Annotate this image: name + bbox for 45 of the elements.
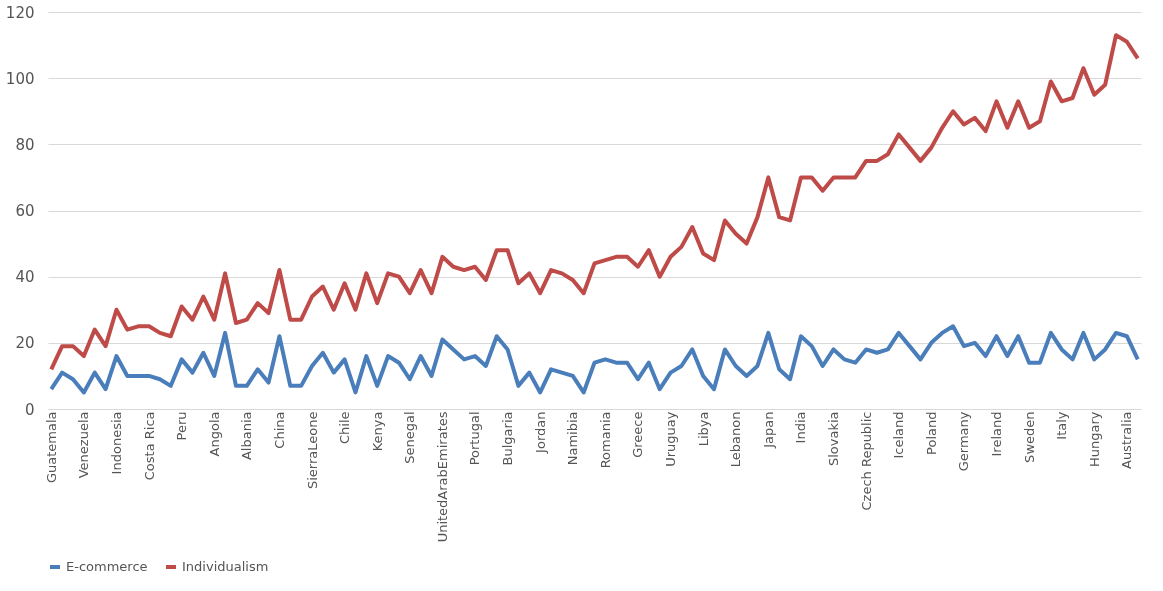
line-series <box>49 33 1140 372</box>
x-tick-label: Venezuela <box>76 411 92 479</box>
x-tick-label: Greece <box>630 411 646 458</box>
x-tick-label: Japan <box>760 411 776 449</box>
x-tick-label: Costa Rica <box>141 411 157 481</box>
x-tick-label: Germany <box>956 411 972 472</box>
x-tick-label: Libya <box>695 411 711 447</box>
y-tick-label: 100 <box>5 69 35 88</box>
x-tick-label: Iceland <box>891 411 907 459</box>
y-tick-label: 80 <box>15 135 35 154</box>
x-tick-label: Portugal <box>467 411 483 466</box>
x-tick-label: Romania <box>597 411 613 469</box>
x-tick-label: Bulgaria <box>500 411 516 466</box>
x-tick-label: Ireland <box>989 411 1004 457</box>
x-tick-label: Uruguay <box>663 411 679 467</box>
x-tick-label: Angola <box>206 411 222 457</box>
y-tick-label: 20 <box>15 334 35 353</box>
x-tick-label: Guatemala <box>43 411 59 484</box>
x-tick-label: Slovakia <box>826 411 842 467</box>
x-tick-label: UnitedArabEmirates <box>434 411 450 543</box>
x-tick-label: Jordan <box>532 411 548 454</box>
line-series <box>49 324 1140 395</box>
x-tick-label: Senegal <box>402 411 418 464</box>
legend-label: Individualism <box>182 559 269 574</box>
y-tick-label: 120 <box>5 3 35 22</box>
x-tick-label: Czech Republic <box>858 411 874 511</box>
x-tick-label: India <box>793 411 809 444</box>
x-tick-label: Chile <box>337 411 353 445</box>
y-tick-label: 0 <box>24 400 35 419</box>
legend-label: E-commerce <box>66 559 148 574</box>
x-tick-label: Poland <box>923 411 939 455</box>
x-tick-label: Hungary <box>1086 411 1102 468</box>
y-tick-label: 60 <box>15 202 35 220</box>
y-tick-label: 40 <box>15 268 35 287</box>
x-tick-label: SierraLeone <box>304 411 320 489</box>
x-tick-label: Peru <box>174 411 190 441</box>
x-tick-label: Lebanon <box>728 411 744 468</box>
x-tick-label: Italy <box>1054 411 1070 440</box>
x-tick-label: Sweden <box>1021 411 1037 463</box>
x-tick-label: Albania <box>239 411 255 461</box>
x-tick-label: Indonesia <box>108 411 124 475</box>
x-tick-label: China <box>271 411 287 449</box>
x-tick-label: Australia <box>1119 411 1135 470</box>
x-tick-label: Namibia <box>565 411 581 466</box>
x-tick-label: Kenya <box>369 411 385 452</box>
